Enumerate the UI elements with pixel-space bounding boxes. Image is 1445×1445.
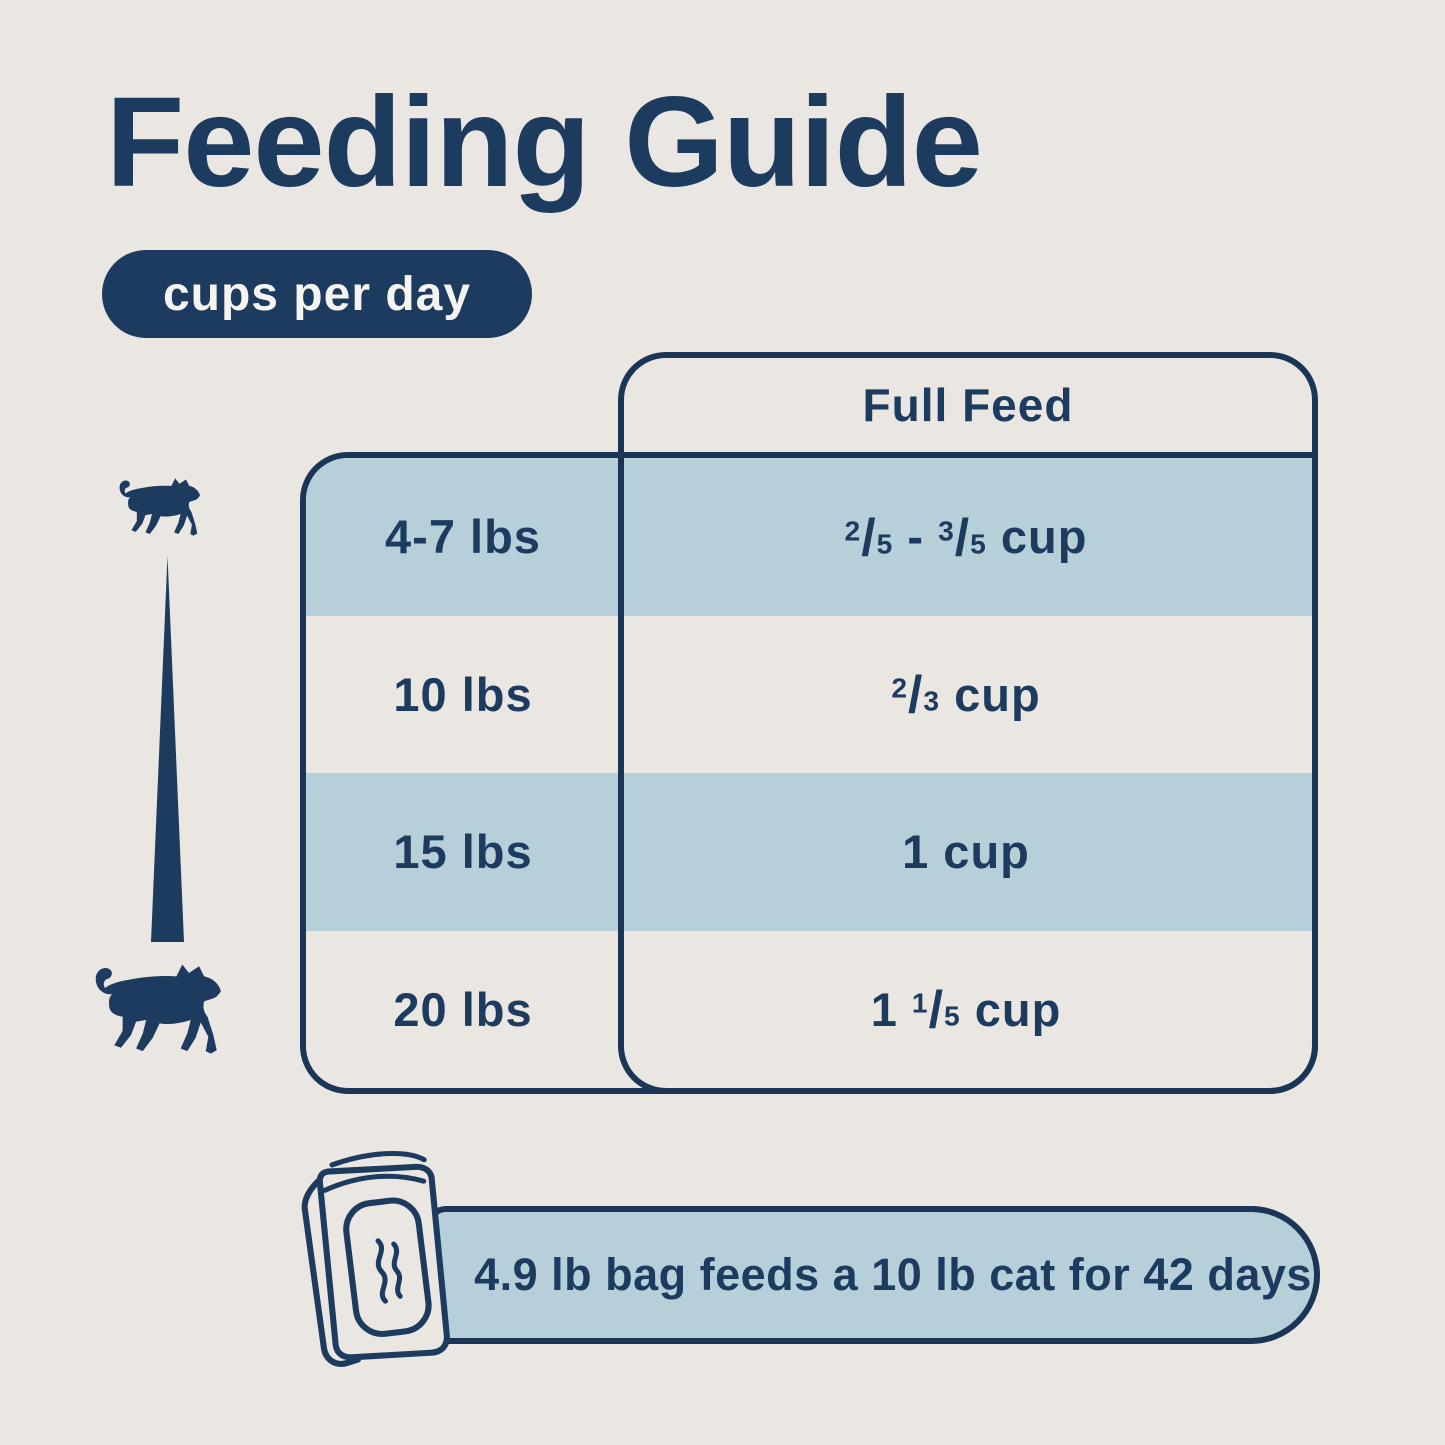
feed-amount: 1 1/5 cup [870, 980, 1062, 1039]
aroma-steam-icon [375, 1238, 388, 1304]
bag-note-banner: 4.9 lb bag feeds a 10 lb cat for 42 days [426, 1206, 1320, 1344]
table-row: 4-7 lbs 2/5 - 3/5 cup [306, 458, 1312, 616]
table-row: 10 lbs 2/3 cup [306, 616, 1312, 774]
feeding-rows: 4-7 lbs 2/5 - 3/5 cup 10 lbs 2/3 cup 15 lbs 1… [306, 458, 1312, 1088]
fraction: 1/5 [911, 980, 961, 1039]
weight-label: 10 lbs [393, 667, 533, 721]
badge-label: cups per day [162, 267, 472, 321]
weight-label: 4-7 lbs [385, 510, 541, 564]
feed-amount: 2/3 cup [891, 665, 1041, 724]
table-row: 20 lbs 1 1/5 cup [306, 931, 1312, 1089]
aroma-steam-icon [391, 1241, 403, 1299]
weight-label: 20 lbs [393, 982, 533, 1036]
bag-back-flap [329, 1151, 427, 1168]
feed-amount: 1 cup [902, 825, 1030, 879]
fraction: 2/3 [891, 665, 941, 724]
bag-fold-line [322, 1173, 427, 1193]
fraction: 3/5 [938, 507, 987, 566]
cups-per-day-badge: cups per day [102, 250, 532, 338]
page-title: Feeding Guide [106, 71, 983, 214]
bag-note-text: 4.9 lb bag feeds a 10 lb cat for 42 days [474, 1249, 1312, 1300]
weight-label: 15 lbs [393, 825, 533, 879]
table-row: 15 lbs 1 cup [306, 773, 1312, 931]
full-feed-column-header: Full Feed [862, 379, 1074, 431]
fraction: 2/5 [844, 507, 894, 566]
feeding-table: 4-7 lbs 2/5 - 3/5 cup 10 lbs 2/3 cup 15 lbs 1… [300, 452, 1318, 1094]
food-bag-icon [301, 1151, 450, 1367]
feed-amount: 2/5 - 3/5 cup [844, 507, 1088, 566]
small-cat-icon [119, 478, 201, 536]
bag-inner-panel [343, 1197, 432, 1338]
weight-taper-indicator [151, 556, 184, 942]
large-cat-icon [95, 964, 221, 1054]
